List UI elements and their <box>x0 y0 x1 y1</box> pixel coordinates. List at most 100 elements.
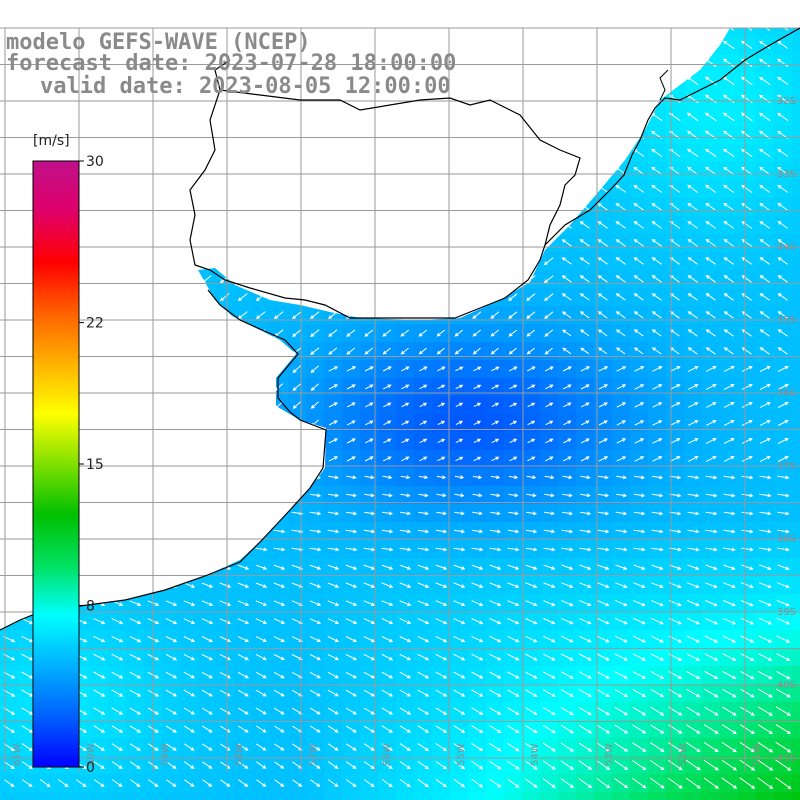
wind-cell <box>360 792 378 800</box>
wind-cell <box>792 180 800 198</box>
wind-cell <box>792 414 800 432</box>
colorbar-gradient <box>32 160 80 768</box>
wind-cell <box>792 774 800 792</box>
wind-cell <box>684 792 702 800</box>
wind-cell <box>774 792 792 800</box>
lon-label: 55W <box>456 743 467 766</box>
wind-cell <box>792 450 800 468</box>
wind-cell <box>432 792 450 800</box>
wind-cell <box>540 792 558 800</box>
wind-cell <box>738 28 756 36</box>
wind-cell <box>792 594 800 612</box>
wind-cell <box>18 792 36 800</box>
wind-cell <box>792 162 800 180</box>
wind-cell <box>720 792 738 800</box>
wind-cell <box>792 522 800 540</box>
wind-cell <box>180 792 198 800</box>
wind-cell <box>0 792 18 800</box>
lon-label: 54W <box>530 743 541 766</box>
lon-label: 57W <box>308 743 319 766</box>
lat-label: 37S <box>777 461 796 472</box>
wind-cell <box>450 792 468 800</box>
colorbar-tick-label: 22 <box>86 316 104 332</box>
lat-label: 39S <box>777 607 796 618</box>
wind-cell <box>792 702 800 720</box>
wind-cell <box>792 306 800 324</box>
wind-cell <box>666 792 684 800</box>
colorbar-tick-label: 15 <box>86 457 104 473</box>
wind-cell <box>648 792 666 800</box>
wind-cell <box>612 792 630 800</box>
wind-cell <box>792 504 800 522</box>
lat-label: 40S <box>777 680 796 691</box>
wind-cell <box>630 792 648 800</box>
wind-cell <box>162 792 180 800</box>
wind-cell <box>774 28 792 36</box>
colorbar-tick-label: 30 <box>86 154 104 170</box>
wind-cell <box>216 792 234 800</box>
wind-cell <box>792 36 800 54</box>
wind-cell <box>738 792 756 800</box>
lat-label: 36S <box>777 388 796 399</box>
lat-label: 33S <box>777 169 796 180</box>
wind-cell <box>756 792 774 800</box>
wind-cell <box>108 792 126 800</box>
colorbar-units: [m/s] <box>33 133 70 149</box>
wind-cell <box>72 792 90 800</box>
wind-cell <box>792 792 800 800</box>
lon-label: 61W <box>12 743 23 766</box>
wind-cell <box>252 792 270 800</box>
wind-cell <box>54 792 72 800</box>
wind-cell <box>792 468 800 486</box>
lat-label: 34S <box>777 242 796 253</box>
wind-cell <box>36 792 54 800</box>
wind-cell <box>414 792 432 800</box>
wind-cell <box>792 360 800 378</box>
wind-cell <box>468 792 486 800</box>
wind-cell <box>792 576 800 594</box>
lon-label: 52W <box>678 743 689 766</box>
wind-cell <box>792 198 800 216</box>
lat-label: 38S <box>777 534 796 545</box>
wind-cell <box>306 792 324 800</box>
wind-cell <box>90 792 108 800</box>
wind-cell <box>234 792 252 800</box>
wind-cell <box>486 792 504 800</box>
wind-cell <box>324 792 342 800</box>
wind-cell <box>792 324 800 342</box>
wind-cell <box>792 216 800 234</box>
colorbar-tick-label: 8 <box>86 598 95 614</box>
lon-label: 51W <box>752 743 763 766</box>
wind-cell <box>396 792 414 800</box>
wind-cell <box>792 342 800 360</box>
wind-cell <box>792 288 800 306</box>
title-forecast-date: forecast date: 2023-07-28 18:00:00 <box>6 51 457 76</box>
wind-cell <box>504 792 522 800</box>
wind-cell <box>576 792 594 800</box>
wind-cell <box>594 792 612 800</box>
wind-cell <box>792 396 800 414</box>
lon-label: 58W <box>234 743 245 766</box>
lon-label: 59W <box>160 743 171 766</box>
colorbar-tick-label: 0 <box>86 760 95 776</box>
wind-cell <box>288 792 306 800</box>
wind-cell <box>126 792 144 800</box>
wind-cell <box>702 792 720 800</box>
wind-cell <box>198 792 216 800</box>
wind-cell <box>792 432 800 450</box>
lat-label: 32S <box>777 96 796 107</box>
wind-cell <box>792 558 800 576</box>
lat-label: 35S <box>777 315 796 326</box>
title-valid-date: valid date: 2023-08-05 12:00:00 <box>40 74 451 99</box>
wind-cell <box>792 90 800 108</box>
wind-cell <box>792 28 800 36</box>
wind-cell <box>378 792 396 800</box>
wind-cell <box>792 270 800 288</box>
wind-cell <box>720 28 738 36</box>
wind-cell <box>792 540 800 558</box>
wind-cell <box>792 72 800 90</box>
wind-cell <box>342 792 360 800</box>
wind-cell <box>792 630 800 648</box>
lon-label: 53W <box>604 743 615 766</box>
